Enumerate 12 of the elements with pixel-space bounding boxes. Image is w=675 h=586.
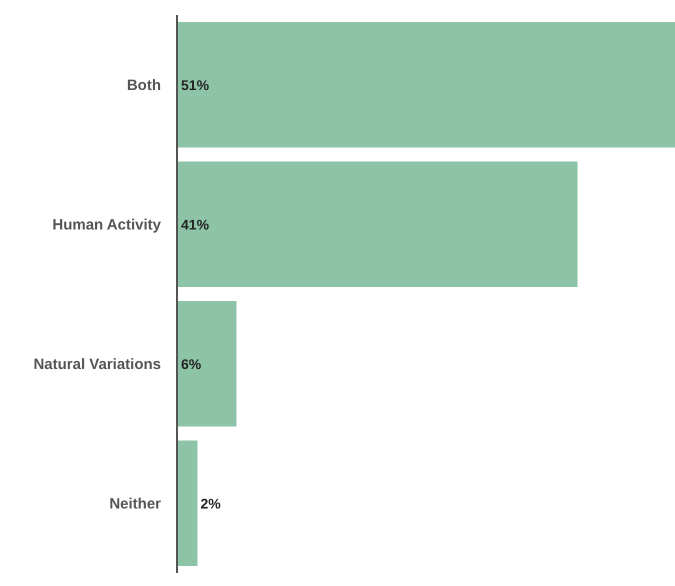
- data-label: 51%: [181, 76, 210, 93]
- y-tick-label: Both: [126, 77, 161, 94]
- data-label: 6%: [181, 356, 202, 372]
- y-tick-label: Neither: [109, 496, 162, 512]
- y-tick-label: Natural Variations: [33, 356, 161, 373]
- bar: [178, 161, 578, 288]
- y-tick-label: Human Activity: [52, 216, 162, 234]
- bar: [178, 22, 675, 148]
- data-label: 41%: [181, 216, 210, 232]
- data-label: 2%: [200, 495, 222, 512]
- bar: [178, 440, 198, 566]
- bar: [178, 300, 236, 427]
